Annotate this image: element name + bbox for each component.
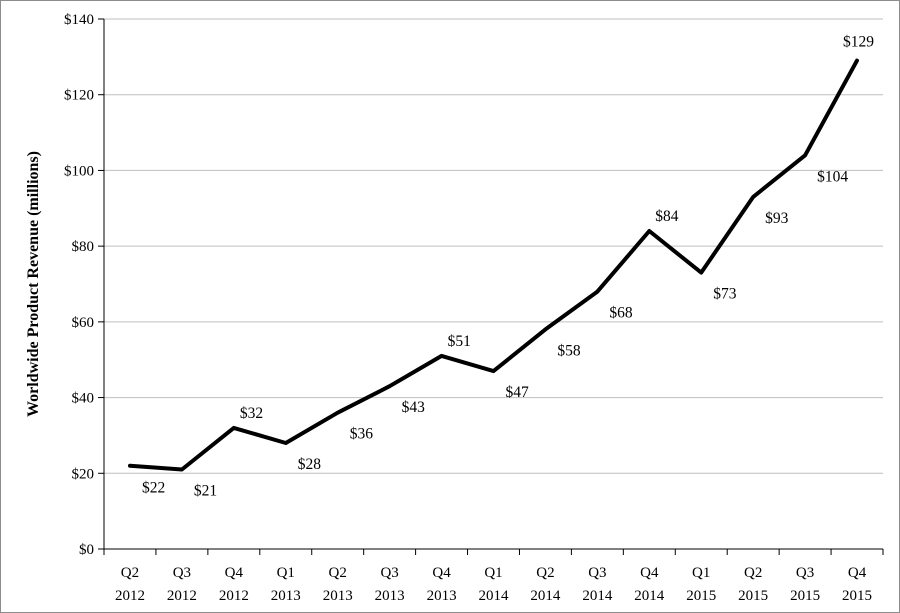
data-label: $93 — [765, 210, 789, 227]
x-tick-label-quarter: Q4 — [848, 565, 867, 581]
data-label: $47 — [506, 384, 530, 401]
data-label: $73 — [713, 286, 737, 303]
x-tick-label-quarter: Q4 — [640, 565, 659, 581]
x-tick-label-year: 2012 — [167, 588, 197, 604]
data-label: $68 — [609, 305, 633, 322]
data-label: $22 — [142, 480, 165, 497]
data-label: $51 — [448, 333, 471, 350]
x-tick-label-quarter: Q3 — [173, 565, 191, 581]
x-tick-label-quarter: Q4 — [225, 565, 244, 581]
y-tick-label: $100 — [64, 163, 94, 179]
data-labels: $22 $21 $32 $28 $36 $43 $51 $47 $58 $68 $84 $73 $93 $… — [142, 34, 874, 500]
data-label: $84 — [655, 208, 679, 225]
x-tick-label-year: 2015 — [790, 588, 820, 604]
x-tick-label-year: 2014 — [634, 588, 665, 604]
x-tick-label-year: 2012 — [115, 588, 145, 604]
data-label: $21 — [194, 483, 217, 500]
x-tick-label-quarter: Q2 — [121, 565, 139, 581]
x-tick-label-year: 2013 — [375, 588, 405, 604]
x-tick-label-year: 2013 — [427, 588, 457, 604]
x-tick-label-quarter: Q3 — [796, 565, 814, 581]
x-tick-label-quarter: Q1 — [484, 565, 502, 581]
x-tick-label-quarter: Q3 — [380, 565, 398, 581]
data-label: $58 — [557, 342, 581, 359]
x-tick-label-year: 2013 — [323, 588, 353, 604]
x-tick-label-year: 2014 — [582, 588, 613, 604]
y-tick-label: $20 — [72, 466, 95, 482]
x-tick-label-quarter: Q2 — [329, 565, 347, 581]
x-tick-label-quarter: Q1 — [692, 565, 710, 581]
data-label: $129 — [843, 34, 874, 51]
x-tick-label-year: 2015 — [686, 588, 716, 604]
x-tick-label-year: 2015 — [738, 588, 768, 604]
data-label: $43 — [402, 399, 426, 416]
x-tick-label-quarter: Q4 — [432, 565, 451, 581]
y-axis-title: Worldwide Product Revenue (millions) — [25, 151, 42, 417]
y-tick-label: $140 — [64, 12, 94, 28]
y-tick-label: $80 — [72, 239, 95, 255]
x-tick-label-quarter: Q2 — [744, 565, 762, 581]
x-tick-labels: Q2 2012 Q3 2012 Q4 2012 Q1 2013 Q2 2013 Q3 2013 Q4 20… — [115, 565, 872, 604]
x-tick-label-year: 2013 — [271, 588, 301, 604]
y-tick-label: $0 — [79, 542, 94, 558]
data-label: $104 — [817, 168, 848, 185]
gridlines — [104, 18, 883, 474]
axes — [98, 18, 884, 555]
x-tick-label-quarter: Q3 — [588, 565, 606, 581]
x-tick-label-year: 2012 — [219, 588, 249, 604]
x-tick-label-year: 2015 — [842, 588, 872, 604]
x-tick-label-year: 2014 — [479, 588, 510, 604]
x-tick-label-year: 2014 — [530, 588, 561, 604]
data-label: $28 — [298, 456, 322, 473]
y-tick-label: $120 — [64, 88, 94, 104]
series-revenue — [128, 58, 859, 472]
data-label: $36 — [350, 426, 374, 443]
y-tick-label: $60 — [72, 315, 95, 331]
y-tick-labels: $0 $20 $40 $60 $80 $100 $120 $140 — [64, 12, 94, 558]
y-tick-label: $40 — [72, 391, 95, 407]
x-tick-label-quarter: Q1 — [277, 565, 295, 581]
x-tick-label-quarter: Q2 — [536, 565, 554, 581]
data-label: $32 — [240, 405, 263, 422]
